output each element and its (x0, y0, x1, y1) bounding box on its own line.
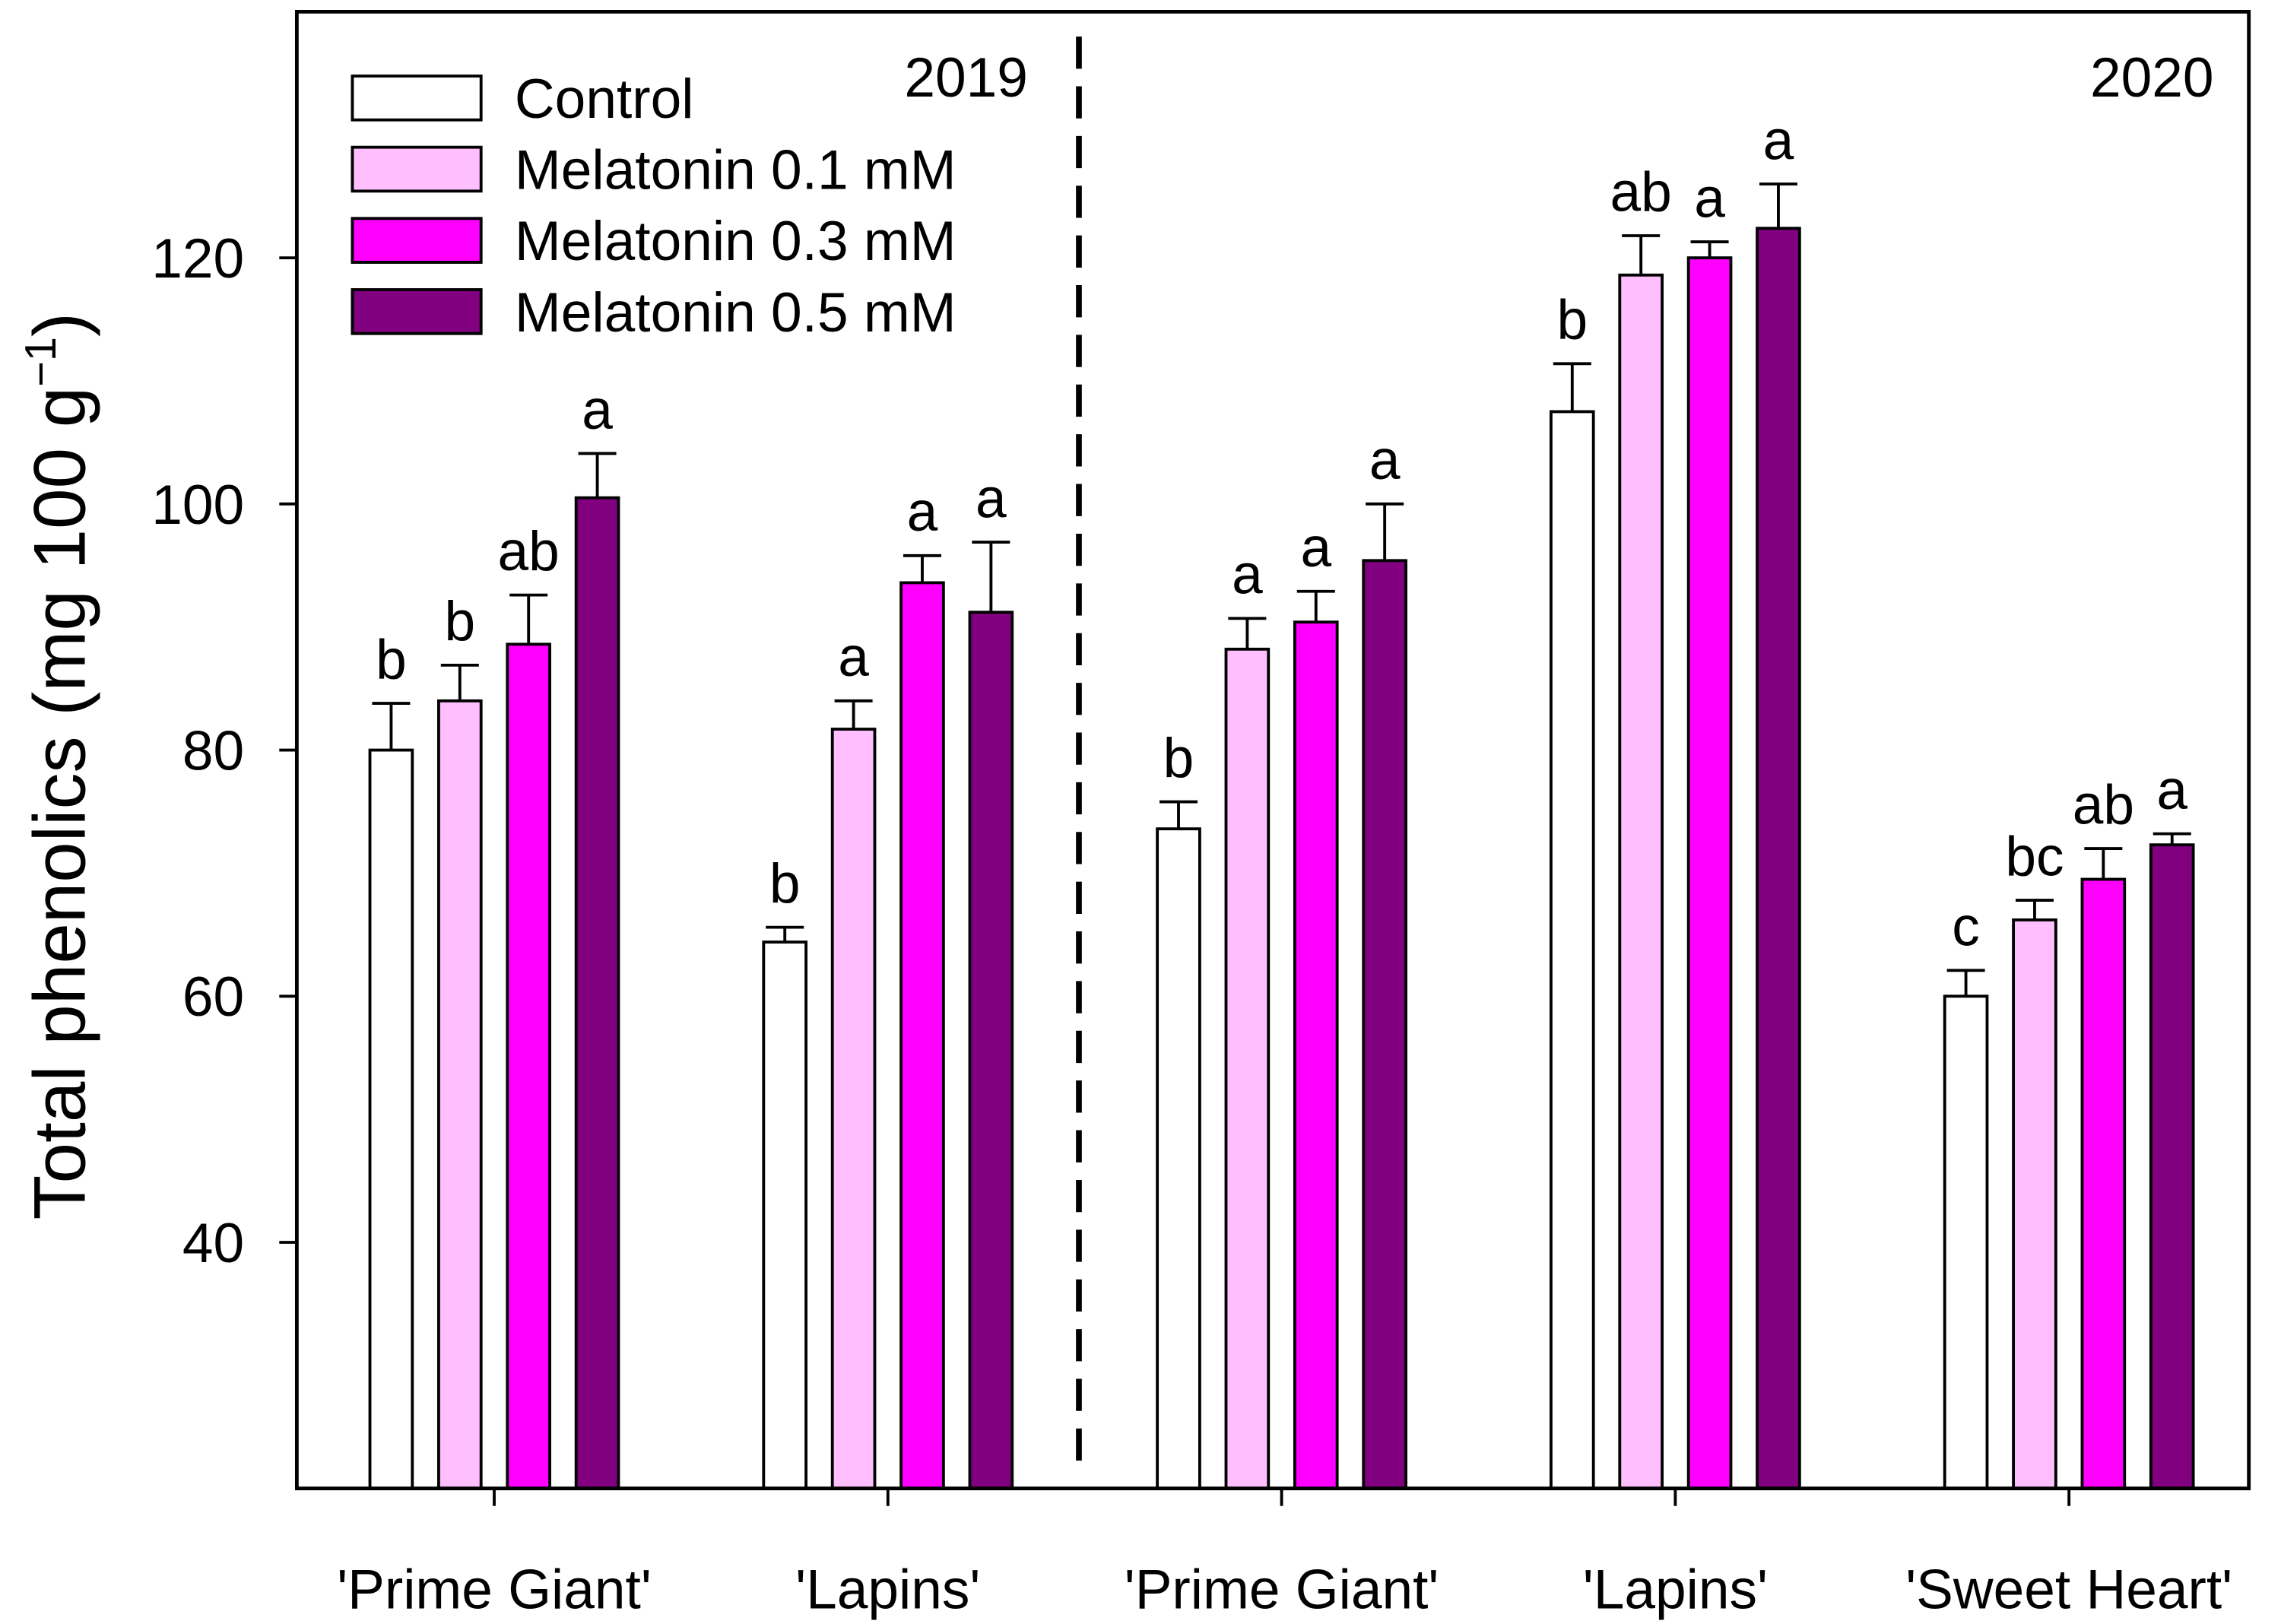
y-axis-title-close: ) (20, 312, 101, 337)
x-axis: 'Prime Giant' 'Lapins' 'Prime Giant' 'Lapin… (337, 1488, 2232, 1620)
legend-item-control: Control (351, 68, 694, 130)
x-category-label: 'Sweet Heart' (1905, 1559, 2232, 1620)
legend-label: Melatonin 0.3 mM (515, 211, 956, 272)
bar-melatonin-0-1-mm-lapins-2020 (1618, 273, 1664, 1490)
bar-control-prime-giant-2020 (1156, 827, 1201, 1490)
error-bar-melatonin-0-1-mm-sweet-heart-2020 (2015, 899, 2054, 920)
y-tick-label: 120 (151, 228, 244, 290)
bar-control-sweet-heart-2020 (1943, 994, 1989, 1490)
legend-swatch (351, 145, 483, 193)
bar-melatonin-0-3-mm-lapins-2020 (1686, 256, 1733, 1490)
significance-letter-melatonin-0-5-mm-sweet-heart-2020: a (2156, 760, 2187, 821)
error-bar-control-prime-giant-2020 (1160, 800, 1198, 829)
error-bars-layer (372, 182, 2191, 997)
significance-letter-melatonin-0-5-mm-lapins-2019: a (976, 468, 1007, 529)
y-axis-title: Total phenolics (mg 100 g−1) (17, 312, 100, 1220)
error-bar-melatonin-0-3-mm-prime-giant-2019 (509, 593, 548, 645)
bar-melatonin-0-1-mm-prime-giant-2019 (437, 699, 483, 1490)
significance-letter-control-lapins-2019: b (769, 853, 801, 915)
bar-melatonin-0-5-mm-lapins-2020 (1756, 227, 1801, 1490)
error-bar-melatonin-0-1-mm-prime-giant-2020 (1228, 617, 1267, 649)
bar-melatonin-0-5-mm-prime-giant-2019 (574, 496, 620, 1490)
y-tick-label: 40 (182, 1213, 244, 1274)
error-bar-control-lapins-2019 (766, 925, 804, 943)
x-category-label: 'Lapins' (1583, 1559, 1768, 1620)
y-axis: 40 60 80 100 120 (151, 228, 297, 1274)
error-bar-melatonin-0-5-mm-prime-giant-2019 (578, 452, 617, 498)
error-bar-melatonin-0-3-mm-sweet-heart-2020 (2084, 847, 2123, 880)
significance-letter-melatonin-0-1-mm-lapins-2019: a (838, 626, 869, 688)
bar-melatonin-0-3-mm-lapins-2019 (899, 581, 945, 1490)
error-bar-melatonin-0-3-mm-lapins-2020 (1690, 240, 1729, 259)
significance-letter-melatonin-0-3-mm-prime-giant-2020: a (1300, 517, 1331, 579)
y-tick-label: 60 (182, 966, 244, 1028)
legend-label: Melatonin 0.5 mM (515, 282, 956, 344)
error-bar-melatonin-0-1-mm-lapins-2019 (834, 699, 873, 730)
legend-item-melatonin-0-1-mm: Melatonin 0.1 mM (351, 139, 956, 201)
significance-letter-melatonin-0-1-mm-prime-giant-2020: a (1232, 544, 1263, 606)
error-bar-melatonin-0-5-mm-sweet-heart-2020 (2153, 832, 2191, 845)
year-label-2019: 2019 (904, 47, 1028, 109)
significance-letter-melatonin-0-3-mm-lapins-2020: a (1694, 167, 1725, 229)
error-bar-control-sweet-heart-2020 (1946, 969, 1985, 997)
x-category-label: 'Prime Giant' (1125, 1559, 1439, 1620)
legend-item-melatonin-0-5-mm: Melatonin 0.5 mM (351, 282, 956, 344)
bar-melatonin-0-3-mm-prime-giant-2020 (1293, 620, 1339, 1490)
error-bar-melatonin-0-1-mm-lapins-2020 (1622, 234, 1661, 275)
error-bar-control-lapins-2020 (1553, 362, 1591, 412)
y-axis-title-main: Total phenolics (mg 100 g (20, 387, 101, 1220)
bar-melatonin-0-5-mm-prime-giant-2020 (1362, 559, 1407, 1490)
x-category-label: 'Lapins' (795, 1559, 980, 1620)
significance-letter-melatonin-0-5-mm-prime-giant-2020: a (1369, 430, 1401, 491)
significance-letter-melatonin-0-3-mm-sweet-heart-2020: ab (2073, 774, 2134, 836)
significance-letter-control-prime-giant-2020: b (1163, 728, 1194, 789)
significance-letter-melatonin-0-5-mm-lapins-2020: a (1763, 109, 1794, 171)
error-bar-melatonin-0-5-mm-lapins-2020 (1759, 182, 1797, 229)
legend-swatch (351, 288, 483, 335)
bar-melatonin-0-3-mm-prime-giant-2019 (506, 642, 551, 1490)
y-tick-label: 80 (182, 721, 244, 782)
significance-letter-melatonin-0-1-mm-sweet-heart-2020: bc (2005, 826, 2064, 887)
significance-letter-melatonin-0-1-mm-lapins-2020: ab (1610, 161, 1672, 223)
bar-melatonin-0-5-mm-sweet-heart-2020 (2149, 843, 2195, 1490)
significance-letter-melatonin-0-5-mm-prime-giant-2019: a (582, 379, 613, 441)
error-bar-control-prime-giant-2019 (372, 702, 411, 750)
legend-swatch (351, 217, 483, 264)
bar-control-lapins-2020 (1549, 410, 1595, 1490)
significance-letter-melatonin-0-1-mm-prime-giant-2019: b (444, 591, 475, 652)
bar-melatonin-0-5-mm-lapins-2019 (968, 611, 1014, 1490)
y-tick-label: 100 (151, 474, 244, 536)
y-axis-title-superscript: −1 (17, 337, 65, 387)
bar-melatonin-0-1-mm-prime-giant-2020 (1224, 647, 1271, 1490)
error-bar-melatonin-0-5-mm-lapins-2019 (972, 541, 1010, 613)
bar-melatonin-0-1-mm-lapins-2019 (830, 728, 877, 1490)
bar-control-lapins-2019 (762, 940, 808, 1490)
error-bar-melatonin-0-5-mm-prime-giant-2020 (1366, 502, 1404, 561)
year-label-2020: 2020 (2090, 47, 2214, 109)
error-bar-melatonin-0-3-mm-prime-giant-2020 (1296, 589, 1335, 623)
bars-layer (368, 227, 2195, 1490)
significance-letter-control-lapins-2020: b (1556, 290, 1588, 351)
legend-item-melatonin-0-3-mm: Melatonin 0.3 mM (351, 211, 956, 272)
error-bar-melatonin-0-3-mm-lapins-2019 (903, 553, 941, 583)
bar-melatonin-0-3-mm-sweet-heart-2020 (2080, 877, 2127, 1490)
significance-letter-control-sweet-heart-2020: c (1952, 896, 1980, 958)
bar-melatonin-0-1-mm-sweet-heart-2020 (2012, 918, 2057, 1490)
significance-letter-control-prime-giant-2019: b (376, 629, 407, 690)
significance-letter-melatonin-0-3-mm-lapins-2019: a (907, 481, 938, 543)
bar-control-prime-giant-2019 (368, 748, 414, 1490)
legend-label: Melatonin 0.1 mM (515, 139, 956, 201)
legend: Control Melatonin 0.1 mM Melatonin 0.3 mM M… (351, 68, 956, 344)
legend-label: Control (515, 68, 694, 130)
error-bar-melatonin-0-1-mm-prime-giant-2019 (440, 663, 479, 701)
x-category-label: 'Prime Giant' (337, 1559, 652, 1620)
significance-letter-melatonin-0-3-mm-prime-giant-2019: ab (498, 521, 560, 582)
legend-swatch (351, 75, 483, 122)
